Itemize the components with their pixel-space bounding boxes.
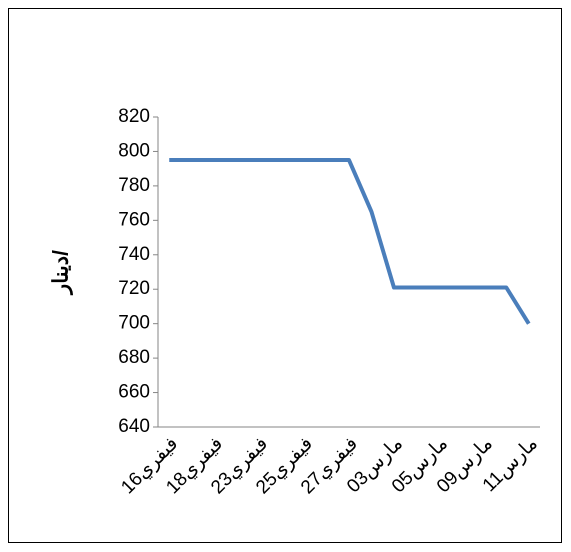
line-series: [169, 158, 531, 325]
y-tick-label: 820: [118, 106, 150, 127]
y-tick-label: 760: [118, 209, 150, 230]
y-tick-label: 780: [118, 175, 150, 196]
chart-frame: [8, 8, 562, 543]
y-tick-label: 660: [118, 382, 150, 403]
y-tick-label: 640: [118, 416, 150, 437]
y-tick-label: 700: [118, 313, 150, 334]
y-tick-label: 800: [118, 140, 150, 161]
y-tick-label: 680: [118, 347, 150, 368]
y-axis-label: دينار/: [50, 250, 74, 296]
y-tick-label: 720: [118, 278, 150, 299]
y-tick-label: 740: [118, 244, 150, 265]
